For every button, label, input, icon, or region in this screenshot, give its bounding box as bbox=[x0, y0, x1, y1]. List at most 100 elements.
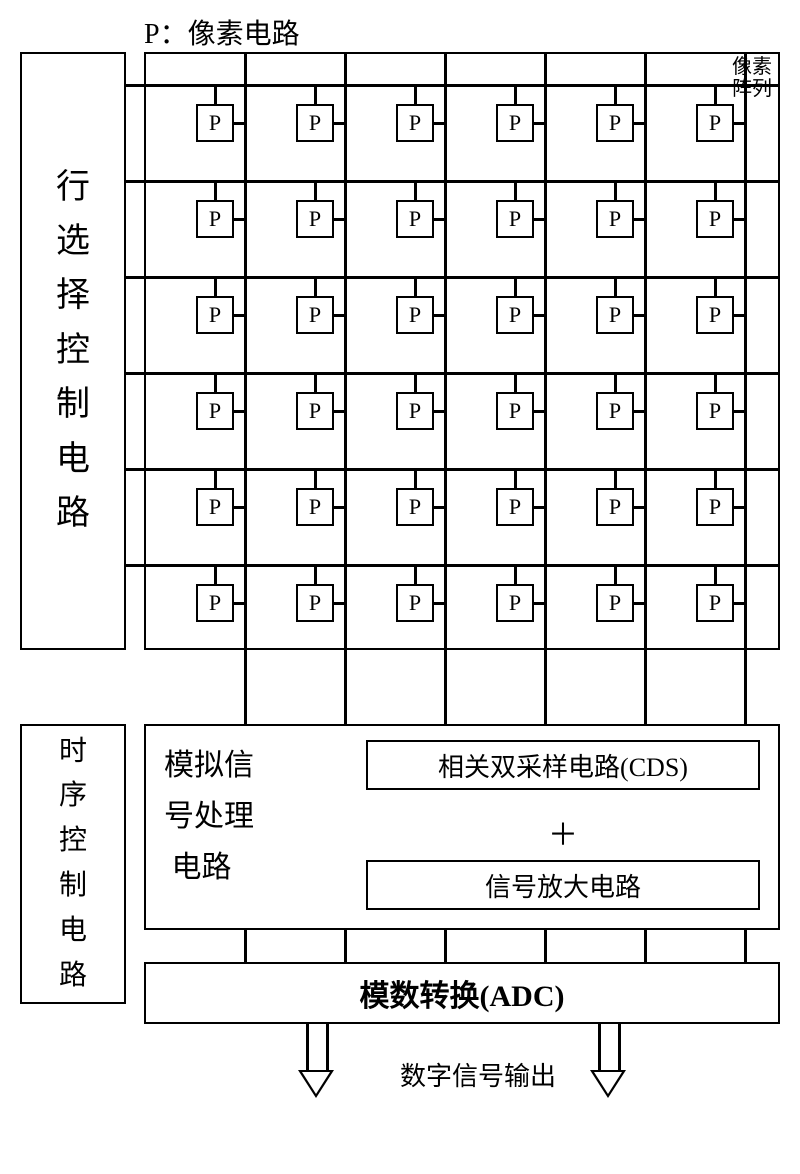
pixel-cell: P bbox=[496, 200, 534, 238]
bus-line-bottom bbox=[344, 930, 347, 962]
cell-vstub bbox=[514, 180, 517, 200]
cell-vstub bbox=[514, 372, 517, 392]
cell-hstub bbox=[734, 602, 744, 605]
pixel-cell: P bbox=[296, 392, 334, 430]
circuit-block-diagram: P：像素电路行选择控制电路时序控制电路像素阵列PPPPPPPPPPPPPPPPP… bbox=[0, 0, 800, 1174]
cell-vstub bbox=[314, 564, 317, 584]
cell-hstub bbox=[534, 314, 544, 317]
cell-vstub bbox=[714, 468, 717, 488]
row-line bbox=[126, 564, 780, 567]
cell-hstub bbox=[734, 122, 744, 125]
plus-label: ＋ bbox=[548, 810, 578, 854]
pixel-cell: P bbox=[196, 296, 234, 334]
pixel-cell: P bbox=[596, 200, 634, 238]
pixel-cell: P bbox=[296, 488, 334, 526]
cell-vstub bbox=[714, 84, 717, 104]
pixel-cell: P bbox=[396, 584, 434, 622]
cell-hstub bbox=[734, 218, 744, 221]
cell-vstub bbox=[414, 276, 417, 296]
cell-vstub bbox=[614, 180, 617, 200]
analog-proc-label: 模拟信号处理 电路 bbox=[164, 740, 344, 893]
cell-vstub bbox=[614, 564, 617, 584]
arrow-stem bbox=[618, 1024, 621, 1070]
pixel-array-label: 像素阵列 bbox=[732, 56, 772, 100]
pixel-cell: P bbox=[296, 200, 334, 238]
cell-vstub bbox=[414, 84, 417, 104]
cell-vstub bbox=[214, 180, 217, 200]
pixel-cell: P bbox=[696, 296, 734, 334]
pixel-cell: P bbox=[596, 104, 634, 142]
pixel-cell: P bbox=[196, 200, 234, 238]
pixel-cell: P bbox=[296, 584, 334, 622]
pixel-cell: P bbox=[496, 296, 534, 334]
pixel-cell: P bbox=[496, 584, 534, 622]
pixel-cell: P bbox=[396, 488, 434, 526]
cell-vstub bbox=[614, 372, 617, 392]
pixel-cell: P bbox=[396, 200, 434, 238]
cell-vstub bbox=[314, 276, 317, 296]
cell-vstub bbox=[214, 372, 217, 392]
cell-hstub bbox=[234, 218, 244, 221]
cell-hstub bbox=[334, 122, 344, 125]
cell-vstub bbox=[314, 468, 317, 488]
pixel-cell: P bbox=[496, 488, 534, 526]
arrow-stem bbox=[326, 1024, 329, 1070]
cell-hstub bbox=[634, 218, 644, 221]
pixel-cell: P bbox=[196, 104, 234, 142]
cell-hstub bbox=[634, 506, 644, 509]
bus-line-bottom bbox=[644, 930, 647, 962]
cell-hstub bbox=[334, 314, 344, 317]
arrow-stem bbox=[598, 1024, 601, 1070]
cell-vstub bbox=[714, 276, 717, 296]
cell-hstub bbox=[534, 506, 544, 509]
pixel-cell: P bbox=[296, 296, 334, 334]
pixel-cell: P bbox=[696, 200, 734, 238]
cell-vstub bbox=[314, 84, 317, 104]
cell-hstub bbox=[234, 602, 244, 605]
pixel-cell: P bbox=[296, 104, 334, 142]
row-select-label: 行选择控制电路 bbox=[22, 54, 124, 648]
cell-hstub bbox=[534, 218, 544, 221]
legend-label: P：像素电路 bbox=[144, 12, 300, 52]
cell-hstub bbox=[234, 122, 244, 125]
cell-vstub bbox=[514, 84, 517, 104]
row-select-box: 行选择控制电路 bbox=[20, 52, 126, 650]
cell-vstub bbox=[514, 564, 517, 584]
cell-vstub bbox=[614, 276, 617, 296]
cell-hstub bbox=[334, 218, 344, 221]
cell-hstub bbox=[234, 314, 244, 317]
row-line bbox=[126, 180, 780, 183]
pixel-cell: P bbox=[396, 104, 434, 142]
cell-hstub bbox=[634, 314, 644, 317]
cell-vstub bbox=[614, 468, 617, 488]
cds-box: 相关双采样电路(CDS) bbox=[366, 740, 760, 790]
cell-hstub bbox=[334, 602, 344, 605]
cell-vstub bbox=[514, 276, 517, 296]
cell-hstub bbox=[334, 506, 344, 509]
col-line bbox=[644, 52, 647, 650]
pixel-cell: P bbox=[696, 104, 734, 142]
row-line bbox=[126, 372, 780, 375]
cell-hstub bbox=[434, 602, 444, 605]
bus-line-bottom bbox=[544, 930, 547, 962]
col-line bbox=[744, 52, 747, 650]
pixel-cell: P bbox=[196, 488, 234, 526]
pixel-cell: P bbox=[396, 392, 434, 430]
bus-line-top bbox=[544, 650, 547, 724]
cell-hstub bbox=[634, 122, 644, 125]
col-line bbox=[244, 52, 247, 650]
cell-vstub bbox=[414, 468, 417, 488]
pixel-array-box bbox=[144, 52, 780, 650]
arrow-stem bbox=[306, 1024, 309, 1070]
arrow-head bbox=[590, 1070, 626, 1098]
cell-hstub bbox=[434, 314, 444, 317]
cell-vstub bbox=[714, 372, 717, 392]
cell-hstub bbox=[434, 410, 444, 413]
pixel-cell: P bbox=[196, 392, 234, 430]
amp-box: 信号放大电路 bbox=[366, 860, 760, 910]
row-line bbox=[126, 84, 780, 87]
row-line bbox=[126, 276, 780, 279]
cell-hstub bbox=[434, 506, 444, 509]
pixel-cell: P bbox=[196, 584, 234, 622]
pixel-cell: P bbox=[696, 392, 734, 430]
